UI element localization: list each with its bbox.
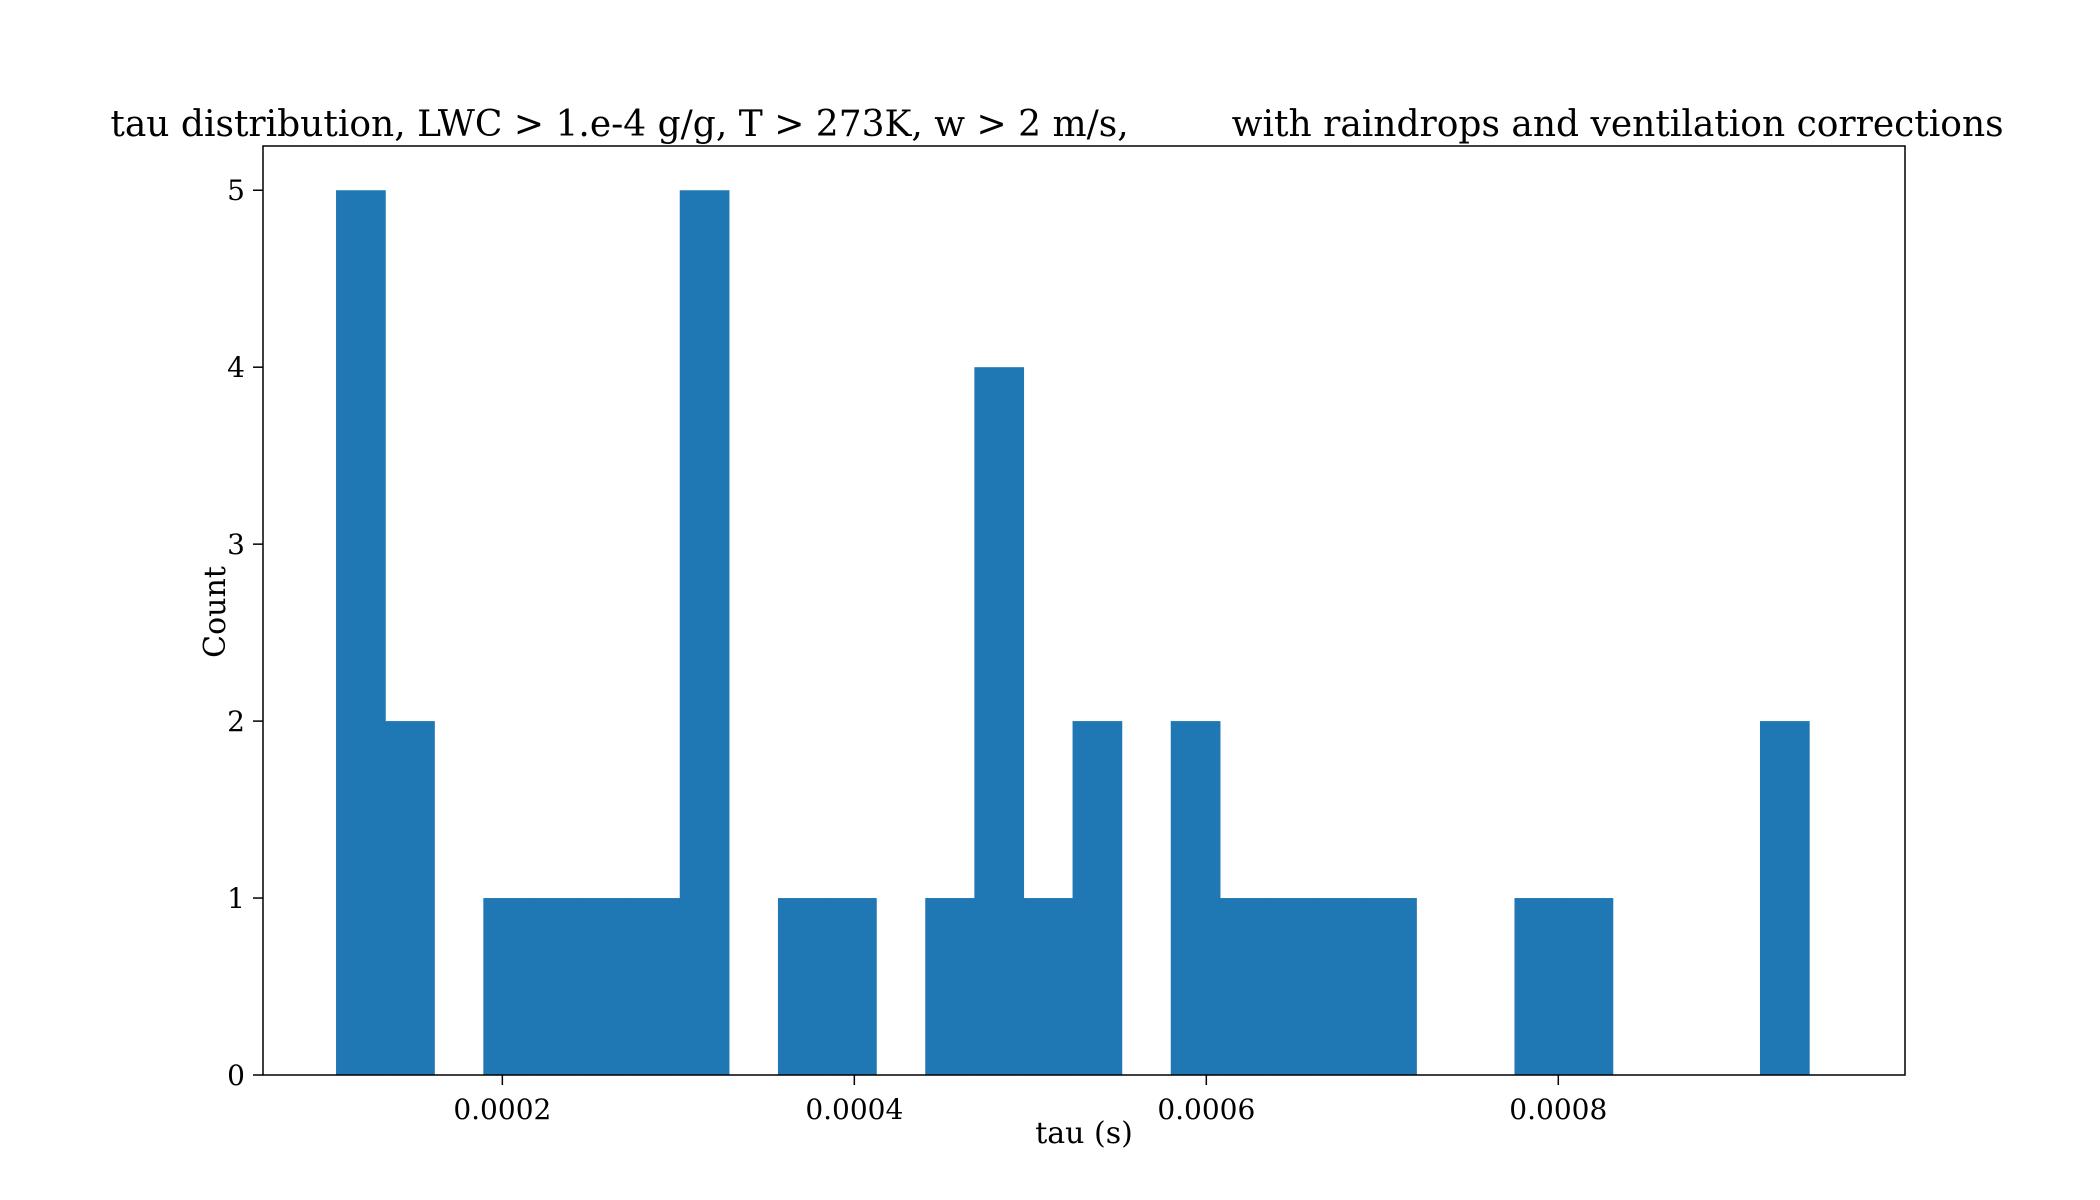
y-tick-label-1: 1	[227, 882, 245, 915]
histogram-bar-10	[827, 898, 877, 1075]
histogram-bar-24	[1514, 898, 1565, 1075]
histogram-bar-15	[1072, 721, 1123, 1075]
histogram-bar-29	[1759, 721, 1810, 1075]
x-tick-label-2: 0.0006	[1157, 1093, 1255, 1126]
histogram-bar-18	[1219, 898, 1270, 1075]
y-axis-label: Count	[198, 566, 233, 658]
histogram-bar-13	[974, 367, 1025, 1075]
histogram-bar-20	[1318, 898, 1368, 1075]
histogram-bar-25	[1563, 898, 1614, 1075]
x-tick-label-3: 0.0008	[1509, 1093, 1607, 1126]
x-axis-ticks: 0.0002 0.0004 0.0006 0.0008	[453, 1075, 1607, 1126]
histogram-bar-14	[1023, 898, 1074, 1075]
y-tick-label-5: 5	[227, 174, 245, 207]
histogram-bar-19	[1268, 898, 1319, 1075]
y-tick-label-2: 2	[227, 705, 245, 738]
y-tick-label-3: 3	[227, 528, 245, 561]
histogram-bar-9	[777, 898, 828, 1075]
histogram-bar-3	[483, 898, 534, 1075]
y-axis-ticks: 0 1 2 3 4 5	[227, 174, 263, 1092]
histogram-bar-7	[679, 190, 730, 1076]
x-tick-label-1: 0.0004	[805, 1093, 903, 1126]
histogram-bar-12	[925, 898, 975, 1075]
histogram-bar-1	[385, 721, 435, 1075]
histogram-bar-17	[1170, 721, 1221, 1075]
histogram-bar-4	[532, 898, 583, 1075]
histogram-bar-6	[630, 898, 681, 1075]
histogram-bars	[336, 190, 1810, 1076]
x-tick-label-0: 0.0002	[453, 1093, 551, 1126]
y-tick-label-4: 4	[227, 351, 245, 384]
histogram-bar-21	[1367, 898, 1417, 1075]
y-tick-label-0: 0	[227, 1059, 245, 1092]
histogram-bar-5	[581, 898, 632, 1075]
histogram-bar-0	[336, 190, 386, 1076]
x-axis-label: tau (s)	[1035, 1116, 1133, 1151]
chart-title: tau distribution, LWC > 1.e-4 g/g, T > 2…	[110, 104, 2003, 145]
plot-area-frame	[262, 145, 1906, 1076]
